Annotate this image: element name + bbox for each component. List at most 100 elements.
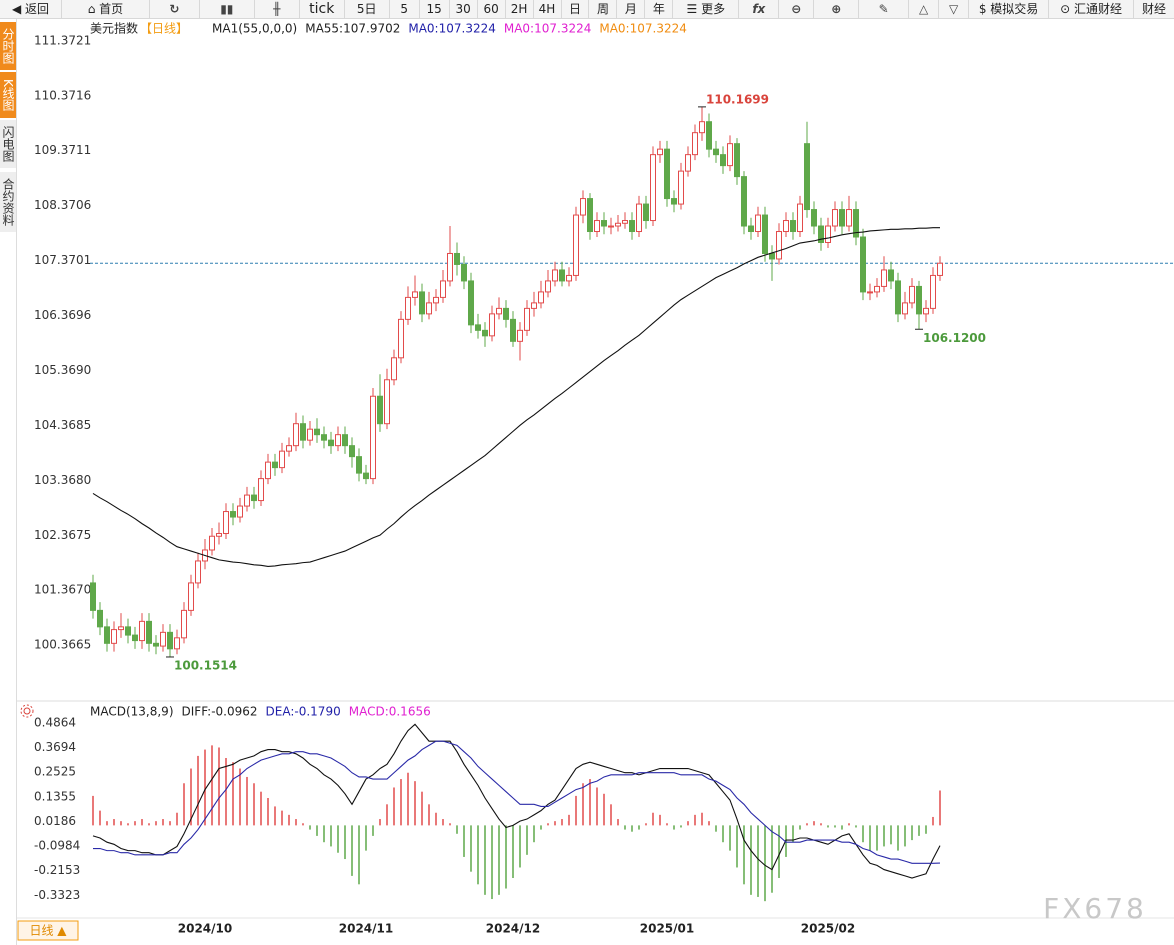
candle-body: [524, 307, 530, 331]
y-tick-label: 103.3680: [34, 473, 91, 487]
macd-bar: [421, 791, 423, 826]
period-button[interactable]: 日: [562, 0, 590, 18]
candle-body: [867, 291, 873, 294]
candle-body: [552, 269, 558, 282]
macd-bar: [820, 823, 822, 826]
macd-bar: [218, 747, 220, 826]
macd-bar: [435, 812, 437, 826]
macd-bar: [99, 810, 101, 826]
period-button[interactable]: 月: [617, 0, 646, 18]
side-tab[interactable]: 合约资料: [0, 172, 16, 232]
refresh-button[interactable]: ↻: [150, 0, 200, 18]
macd-bar: [757, 825, 759, 897]
side-tab[interactable]: K线图: [0, 72, 16, 118]
candle-body: [209, 535, 215, 551]
macd-bar: [176, 812, 178, 826]
zoom-out-button[interactable]: ⊖: [779, 0, 815, 18]
bar-icon-button[interactable]: ▮▮: [200, 0, 255, 18]
macd-bar: [568, 814, 570, 826]
period-button[interactable]: 5: [390, 0, 420, 18]
macd-bar: [764, 825, 766, 902]
candle-body: [895, 280, 901, 315]
macd-bar: [617, 819, 619, 826]
candle-body: [573, 214, 579, 276]
down-button[interactable]: ▽: [939, 0, 970, 18]
period-button[interactable]: 5日: [345, 0, 390, 18]
period-button[interactable]: 年: [645, 0, 674, 18]
candle-body: [881, 269, 887, 287]
candle-body: [587, 198, 593, 233]
macd-icon: [20, 704, 34, 718]
candle-body: [272, 461, 278, 469]
macd-bar: [477, 825, 479, 885]
bottom-tab-label[interactable]: 日线 ▲: [29, 924, 67, 938]
legend-item: MA55:107.9702: [305, 22, 400, 36]
back-button[interactable]: ◀ 返回: [0, 0, 62, 18]
candle-body: [839, 209, 845, 227]
macd-bar: [932, 816, 934, 826]
home-button[interactable]: ⌂ 首页: [62, 0, 150, 18]
candle-body: [398, 318, 404, 359]
macd-bar: [897, 825, 899, 851]
side-tab[interactable]: 分时图: [0, 22, 16, 70]
candle-body: [608, 225, 614, 228]
side-tab[interactable]: 闪电图: [0, 120, 16, 168]
y-tick-label: 107.3701: [34, 253, 91, 267]
back-label[interactable]: 返回: [24, 2, 49, 16]
home-label[interactable]: 首页: [99, 2, 124, 16]
macd-bar: [939, 790, 941, 826]
candle-body: [685, 154, 691, 172]
chart-subtitle: 【日线】: [140, 22, 188, 36]
candle-body: [643, 203, 649, 222]
candle-body: [790, 220, 796, 233]
x-tick-label: 2024/12: [486, 922, 540, 936]
y-tick-label: -0.0984: [34, 839, 80, 853]
period-button[interactable]: 2H: [506, 0, 534, 18]
macd-bar: [302, 823, 304, 826]
macd-bar: [92, 795, 94, 826]
candle-body: [517, 329, 523, 342]
candle-body: [489, 313, 495, 337]
candle-body: [846, 209, 852, 227]
draw-button[interactable]: ✎: [859, 0, 910, 18]
period-button[interactable]: 30: [450, 0, 478, 18]
period-button[interactable]: 60: [478, 0, 506, 18]
candle-icon-button[interactable]: ╫: [255, 0, 300, 18]
sim-trade-button[interactable]: $ 模拟交易: [969, 0, 1050, 18]
tick-button[interactable]: tick: [300, 0, 345, 18]
more-button[interactable]: ☰ 更多: [673, 0, 740, 18]
macd-bar: [673, 825, 675, 830]
y-tick-label: 0.1355: [34, 789, 76, 803]
macd-bar: [288, 814, 290, 826]
macd-bar: [155, 821, 157, 826]
candle-body: [531, 302, 537, 309]
macd-bar: [827, 825, 829, 828]
more-label[interactable]: 更多: [701, 2, 726, 16]
fx678-label[interactable]: 汇通财经: [1073, 2, 1122, 16]
candle-body: [181, 609, 187, 639]
candle-body: [433, 296, 439, 304]
macd-bar: [645, 823, 647, 826]
macd-bar: [386, 804, 388, 826]
candle-body: [937, 262, 943, 276]
candle-body: [356, 456, 362, 474]
up-button[interactable]: △: [909, 0, 940, 18]
candle-body: [482, 329, 488, 337]
macd-bar: [393, 787, 395, 826]
macd-bar: [309, 825, 311, 830]
macd-bar: [596, 787, 598, 826]
bottom-tab[interactable]: [17, 920, 79, 941]
zoom-in-button[interactable]: ⊕: [814, 0, 860, 18]
macd-bar: [197, 755, 199, 826]
period-button[interactable]: 周: [589, 0, 618, 18]
period-button[interactable]: 4H: [534, 0, 562, 18]
finance-button[interactable]: 财经: [1141, 2, 1166, 16]
legend-item: MA1(55,0,0,0): [212, 22, 297, 36]
sim-trade-label[interactable]: 模拟交易: [990, 2, 1039, 16]
fx-button[interactable]: fx: [739, 0, 780, 18]
fx678-button[interactable]: ⊙ 汇通财经: [1049, 0, 1134, 18]
period-button[interactable]: 15: [420, 0, 450, 18]
macd-bar: [204, 749, 206, 826]
macd-bar: [225, 758, 227, 826]
